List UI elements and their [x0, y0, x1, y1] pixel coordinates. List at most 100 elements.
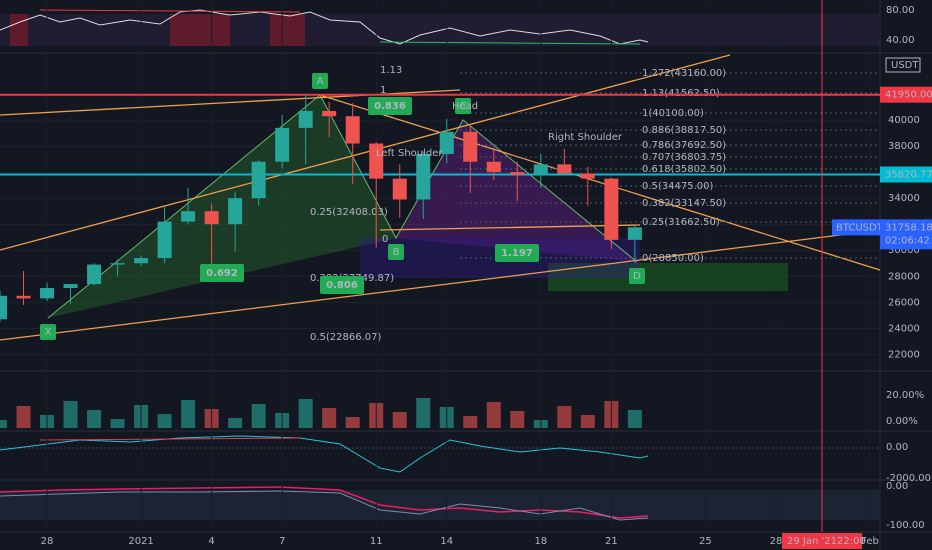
- point-box: [40, 324, 56, 340]
- volume-bar: [228, 418, 243, 428]
- cursor-time: 22:00: [837, 536, 866, 547]
- candle-body: [16, 295, 31, 299]
- x-tick-label: 25: [699, 536, 712, 547]
- price-pane: 1.272(43160.00) 1.13(41562.50) 1(40100.00)…: [0, 54, 881, 355]
- x-tick-label: 21: [605, 536, 618, 547]
- fib-label: 0.707(36803.75): [642, 152, 726, 163]
- volume-bar: [486, 402, 501, 428]
- cursor-date-box: [782, 533, 862, 549]
- pane-tick-label: 80.00: [886, 5, 915, 16]
- candle-body: [251, 161, 266, 199]
- fib-label: 0.25(32408.03): [310, 207, 388, 218]
- volume-bar: [416, 398, 431, 428]
- y-tick-label: 30000: [888, 245, 920, 256]
- shoulder-label: Right Shoulder: [548, 132, 623, 143]
- candle-body: [439, 131, 454, 154]
- candle-body: [157, 221, 172, 259]
- countdown: 02:06:42: [885, 235, 930, 246]
- volume-bar: [557, 406, 572, 428]
- pane-tick-label: -2000.00: [886, 473, 931, 484]
- trend-line: [0, 54, 731, 251]
- pane-tick-label: -100.00: [886, 520, 925, 531]
- fib-label: 0.5(34475.00): [642, 181, 714, 192]
- candle-body: [87, 264, 102, 285]
- candle-body: [181, 211, 196, 222]
- x-tick-label: 4: [208, 536, 214, 547]
- fib-label: 1.272(43160.00): [642, 68, 726, 79]
- last-price-tag: [880, 219, 932, 250]
- volume-bar: [627, 410, 642, 428]
- currency: USDT: [891, 60, 919, 71]
- ratio-box: [368, 97, 412, 115]
- candle-body: [533, 164, 548, 175]
- trend-line: [379, 224, 641, 231]
- candle-body: [604, 178, 619, 240]
- volume-bar: [322, 408, 337, 428]
- candle-body: [134, 258, 149, 264]
- fib-label: 1: [380, 85, 386, 96]
- pane-tick-label: 20.00%: [886, 390, 924, 401]
- point-label: C: [460, 101, 467, 112]
- x-tick-label: 28: [770, 536, 783, 547]
- cci-pane: [0, 486, 880, 521]
- symbol-label: BTCUSDT: [836, 222, 884, 233]
- candle-body: [392, 178, 407, 200]
- ratio-label: 0.806: [326, 280, 358, 291]
- cursor-date: 29 Jan '21: [787, 536, 837, 547]
- point-label: A: [317, 76, 324, 87]
- point-label: X: [45, 327, 52, 338]
- target-zone: [548, 263, 788, 291]
- candle-body: [204, 211, 219, 225]
- y-tick-label: 22000: [888, 349, 920, 360]
- pattern-line: [47, 94, 638, 319]
- fib-label: 0.618(35802.50): [642, 164, 726, 175]
- fib-label: 0.25(31662.50): [642, 217, 720, 228]
- trend-line: [319, 94, 881, 271]
- candle-body: [369, 143, 384, 179]
- fib-label: 1.13(41562.50): [642, 88, 720, 99]
- shoulder-label: Left Shoulder: [376, 148, 443, 159]
- last-price: 31758.18: [885, 222, 932, 233]
- trend-line: [0, 229, 881, 341]
- y-tick-label: 38000: [888, 141, 920, 152]
- price-tag: [880, 166, 932, 183]
- fib-label: 0.886(38817.50): [642, 125, 726, 136]
- candle-body: [580, 173, 595, 179]
- x-tick-label: 2021: [128, 536, 153, 547]
- candle-body: [486, 161, 501, 173]
- fib-label: 0(28850.00): [642, 253, 704, 264]
- volume-bar: [580, 415, 595, 428]
- volume-bar: [63, 401, 78, 428]
- volume-bar: [110, 419, 125, 428]
- candle-body: [110, 263, 125, 265]
- pane-tick-label: 0.00: [886, 442, 908, 453]
- fib-label: 0.786(37692.50): [642, 140, 726, 151]
- volume-bar: [251, 404, 266, 428]
- axis-labels: 2200024000260002800030000320003400036000…: [41, 5, 932, 549]
- candle-body: [345, 116, 360, 144]
- volume-bar: [87, 410, 102, 428]
- candle-body: [228, 198, 243, 225]
- volume-bar: [181, 400, 196, 428]
- fib-label: 0.5(22866.07): [310, 332, 382, 343]
- ratio-box: [200, 264, 244, 282]
- x-tick-label: Feb: [861, 536, 879, 547]
- rsi-pane: [0, 9, 880, 46]
- ratio-box: [320, 276, 364, 294]
- fib-label: 1.13: [380, 65, 402, 76]
- volume-bar: [392, 412, 407, 428]
- candle-body: [557, 164, 572, 174]
- candle-body: [627, 227, 642, 240]
- candle-body: [275, 127, 290, 162]
- ratio-box: [495, 244, 539, 262]
- macd-pane: [0, 435, 880, 473]
- price-tag: [880, 86, 932, 103]
- y-tick-label: 34000: [888, 193, 920, 204]
- ratio-label: 1.197: [501, 248, 533, 259]
- x-tick-label: 28: [41, 536, 54, 547]
- x-tick-label: 14: [440, 536, 453, 547]
- x-tick-label: 11: [370, 536, 383, 547]
- candle-body: [63, 284, 78, 288]
